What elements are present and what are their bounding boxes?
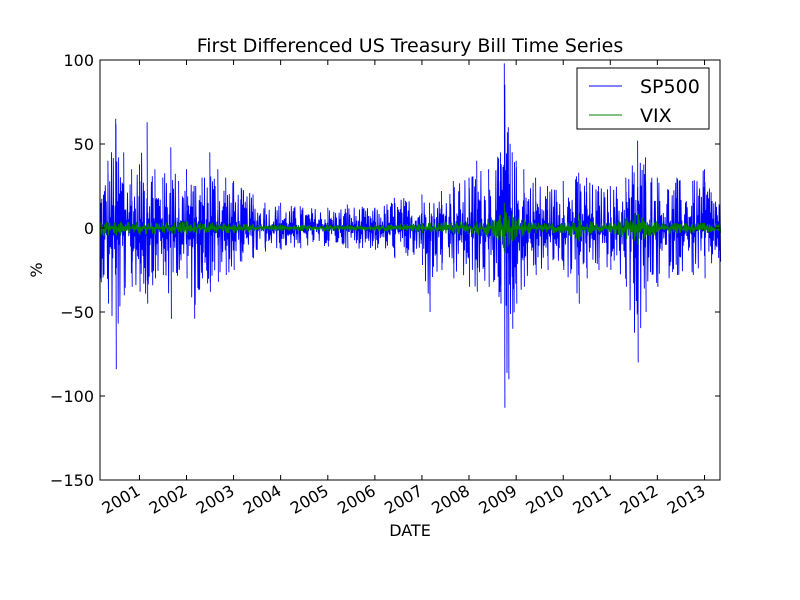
series-layer (99, 63, 722, 408)
y-tick-label: 0 (84, 219, 94, 238)
series-peak-sp500 (154, 169, 156, 279)
x-axis-label: DATE (389, 521, 431, 540)
series-peak-vix (186, 221, 188, 235)
series-peak-vix (233, 222, 235, 234)
series-peak-sp500 (240, 187, 243, 262)
series-peak-sp500 (637, 140, 639, 363)
y-tick-label: 50 (74, 135, 94, 154)
series-peak-sp500 (146, 122, 149, 304)
legend-box (576, 67, 710, 130)
series-peak-vix (503, 202, 506, 254)
series-peak-vix (327, 224, 329, 232)
series-peak-vix (590, 221, 592, 235)
series-peak-vix (139, 221, 141, 235)
y-axis-label: % (27, 262, 46, 277)
series-peak-vix (476, 221, 478, 235)
y-tick-label: 100 (63, 51, 94, 70)
series-peak-vix (637, 211, 639, 245)
legend: SP500 VIX (576, 67, 710, 130)
series-peak-vix (499, 214, 502, 242)
y-tick-label: −150 (50, 471, 94, 490)
series-peak-sp500 (429, 202, 431, 313)
series-peak-sp500 (645, 157, 647, 313)
y-tick-label: −100 (50, 387, 94, 406)
series-peak-vix (609, 222, 612, 234)
series-peak-vix (280, 224, 282, 232)
series-peak-vix (562, 222, 565, 234)
plot-frame (99, 59, 721, 481)
series-peak-sp500 (468, 177, 471, 287)
series-peak-vix (452, 221, 455, 235)
series-peak-vix (535, 222, 537, 234)
legend-label-sp500: SP500 (640, 76, 700, 98)
series-peak-sp500 (123, 152, 125, 296)
series-peak-sp500 (193, 185, 196, 319)
series-line-vix (99, 211, 721, 248)
legend-label-vix: VIX (640, 105, 672, 127)
series-peak-sp500 (178, 180, 180, 271)
series-peak-sp500 (656, 177, 659, 287)
series-peak-sp500 (440, 190, 443, 271)
series-peak-sp500 (507, 127, 510, 380)
series-peak-vix (421, 222, 423, 234)
series-peak-vix (676, 222, 678, 234)
series-peak-sp500 (209, 152, 211, 292)
series-peak-vix (511, 214, 514, 242)
chart-title: First Differenced US Treasury Bill Time … (197, 35, 624, 57)
y-tick-label: −50 (60, 303, 94, 322)
series-peak-vix (649, 219, 651, 237)
series-peak-sp500 (217, 169, 219, 282)
series-peak-vix (704, 222, 706, 234)
series-peak-vix (374, 224, 376, 232)
series-peak-sp500 (115, 118, 117, 370)
y-axis: 100 50 0 −50 −100 −150 (50, 51, 720, 490)
series-peak-vix (578, 214, 580, 242)
series-peak-sp500 (170, 147, 172, 319)
plot-area (100, 60, 720, 480)
